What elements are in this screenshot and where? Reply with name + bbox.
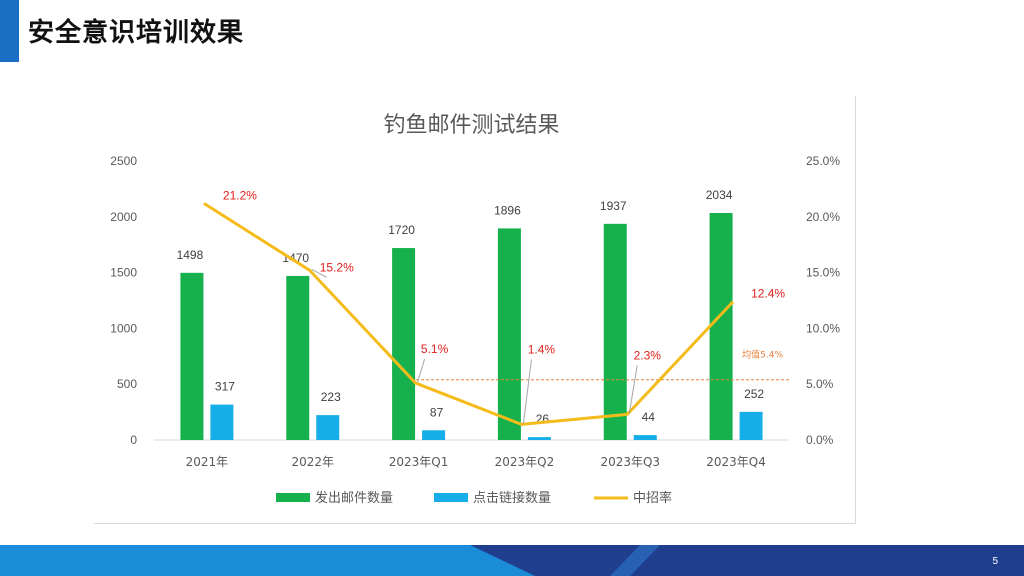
rate-label-leader xyxy=(522,359,532,424)
title-accent-bar xyxy=(0,0,19,62)
click-value-label: 87 xyxy=(430,405,444,419)
rate-value-label: 21.2% xyxy=(223,188,257,202)
rate-value-label: 12.4% xyxy=(751,287,785,301)
sent-value-label: 1937 xyxy=(600,199,627,213)
left-axis-tick-label: 2000 xyxy=(110,210,137,224)
rate-value-label: 1.4% xyxy=(528,342,556,356)
rate-label-leader xyxy=(417,358,426,383)
left-axis-tick-label: 1000 xyxy=(110,321,137,335)
sent-bar xyxy=(603,223,627,440)
sent-value-label: 1896 xyxy=(494,203,521,217)
footer-band xyxy=(0,545,1024,576)
footer-stripe xyxy=(610,545,660,576)
legend-click-label: 点击链接数量 xyxy=(473,490,551,506)
legend-sent-label: 发出邮件数量 xyxy=(315,490,393,506)
rate-value-label: 5.1% xyxy=(421,342,449,356)
category-tick-label: 2023年Q4 xyxy=(706,455,766,469)
right-axis-tick-label: 10.0% xyxy=(806,321,840,335)
page-title: 安全意识培训效果 xyxy=(28,18,245,48)
chart-frame: 钓鱼邮件测试结果 0 500 1000 1500 2000 2500 0.0% 5.0% 10.0… xyxy=(94,96,856,524)
right-axis-tick-label: 20.0% xyxy=(806,210,840,224)
click-bar xyxy=(527,437,551,440)
right-axis-tick-label: 25.0% xyxy=(806,154,840,168)
phishing-test-chart: 钓鱼邮件测试结果 0 500 1000 1500 2000 2500 0.0% 5.0% 10.0… xyxy=(110,113,840,506)
sent-bar xyxy=(286,275,310,440)
rate-label-leader xyxy=(628,365,638,414)
click-bar xyxy=(316,415,340,440)
rate-value-label: 15.2% xyxy=(320,260,354,274)
click-bar xyxy=(422,430,446,440)
legend-click-swatch xyxy=(434,493,468,502)
sent-bar xyxy=(180,272,204,440)
sent-bar xyxy=(392,248,416,440)
click-bar xyxy=(210,404,234,440)
chart-title: 钓鱼邮件测试结果 xyxy=(383,113,559,138)
click-value-label: 44 xyxy=(642,410,656,424)
left-axis-tick-label: 0 xyxy=(130,433,137,447)
rate-value-label: 2.3% xyxy=(634,348,662,362)
category-tick-label: 2021年 xyxy=(186,455,229,469)
footer-dark-band xyxy=(470,545,1024,576)
rate-label-leader xyxy=(311,268,327,278)
right-axis-tick-label: 15.0% xyxy=(806,266,840,280)
click-value-label: 252 xyxy=(744,387,764,401)
category-tick-label: 2023年Q3 xyxy=(600,455,660,469)
sent-value-label: 2034 xyxy=(706,188,733,202)
sent-bar xyxy=(709,213,733,440)
rate-line xyxy=(203,202,735,426)
left-axis-tick-label: 2500 xyxy=(110,154,137,168)
click-value-label: 223 xyxy=(321,390,341,404)
left-axis-tick-label: 500 xyxy=(117,377,137,391)
sent-value-label: 1470 xyxy=(282,251,309,265)
right-axis-tick-label: 5.0% xyxy=(806,377,834,391)
category-tick-label: 2023年Q2 xyxy=(495,455,555,469)
category-tick-label: 2022年 xyxy=(291,455,334,469)
sent-value-label: 1720 xyxy=(388,223,415,237)
legend-sent-swatch xyxy=(276,493,310,502)
right-axis-tick-label: 0.0% xyxy=(806,433,834,447)
click-bar xyxy=(633,435,657,440)
click-value-label: 317 xyxy=(215,380,235,394)
category-tick-label: 2023年Q1 xyxy=(389,455,449,469)
average-line-label: 均值5.4% xyxy=(742,349,783,361)
page-number: 5 xyxy=(992,556,998,567)
left-axis-tick-label: 1500 xyxy=(110,266,137,280)
sent-value-label: 1498 xyxy=(177,248,204,262)
legend-rate-label: 中招率 xyxy=(633,490,672,506)
sent-bar xyxy=(497,228,521,440)
click-bar xyxy=(739,411,763,440)
